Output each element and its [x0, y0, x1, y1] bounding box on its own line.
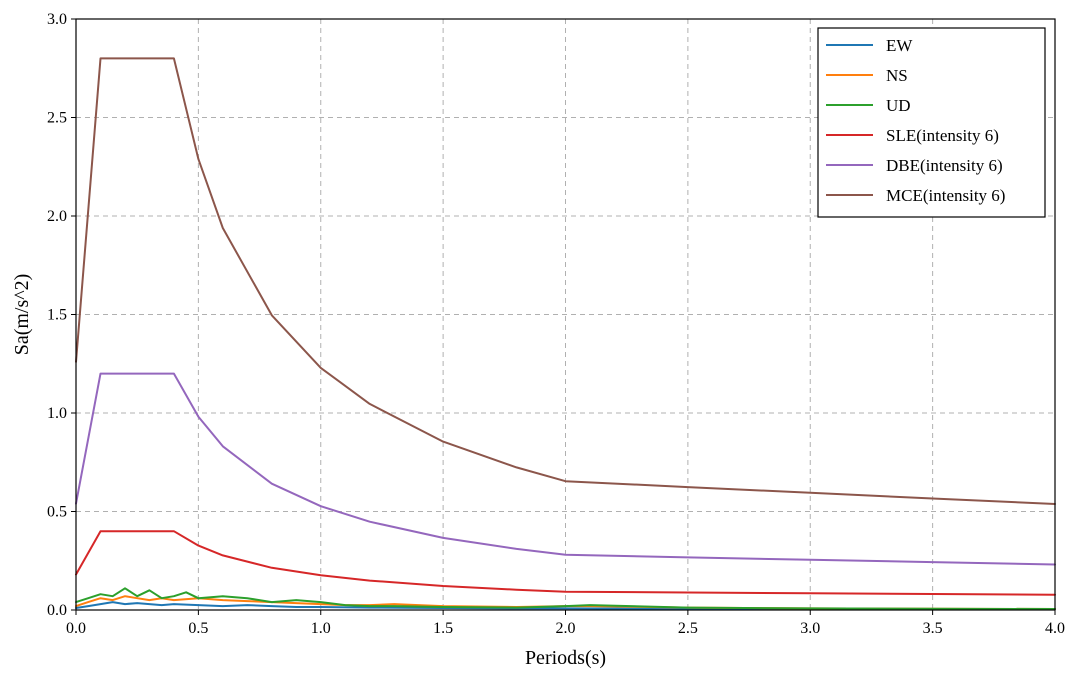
- x-tick-label: 2.0: [556, 620, 576, 637]
- x-tick-label: 3.0: [800, 620, 820, 637]
- series-line-ew: [75, 601, 1056, 611]
- series-layer: [75, 57, 1056, 611]
- y-tick-label: 3.0: [47, 11, 67, 28]
- legend-label: UD: [886, 96, 911, 115]
- y-tick-label: 2.5: [47, 110, 67, 127]
- legend-label: SLE(intensity 6): [886, 126, 999, 145]
- series-line-dbe-intensity-6: [75, 372, 1056, 566]
- legend-label: EW: [886, 36, 913, 55]
- y-tick-label: 0.5: [47, 504, 67, 521]
- x-tick-label: 1.0: [311, 620, 331, 637]
- x-tick-label: 2.5: [678, 620, 698, 637]
- y-tick-label: 1.5: [47, 307, 67, 324]
- x-tick-label: 0.5: [188, 620, 208, 637]
- series-line-ud: [75, 587, 1056, 610]
- legend-label: NS: [886, 66, 908, 85]
- series-line-mce-intensity-6: [75, 57, 1056, 505]
- x-tick-label: 0.0: [66, 620, 86, 637]
- legend-label: DBE(intensity 6): [886, 156, 1003, 175]
- tick-layer: 0.0 0.5 1.0 1.5 2.0 2.5 3.0 3.5 4.0 0.0 0.5 1.0 1.5 2…: [47, 11, 1065, 637]
- x-tick-label: 1.5: [433, 620, 453, 637]
- y-axis-title: Sa(m/s^2): [11, 274, 33, 356]
- legend-label: MCE(intensity 6): [886, 186, 1005, 205]
- x-axis-title: Periods(s): [525, 647, 606, 669]
- x-tick-label: 3.5: [923, 620, 943, 637]
- legend: EW NS UD SLE(intensity 6) DBE(intensity 6) MC…: [817, 27, 1046, 218]
- y-tick-label: 0.0: [47, 602, 67, 619]
- legend-box: [817, 27, 1046, 218]
- series-line-sle-intensity-6: [75, 530, 1056, 596]
- y-tick-label: 2.0: [47, 208, 67, 225]
- x-tick-label: 4.0: [1045, 620, 1065, 637]
- y-tick-label: 1.0: [47, 405, 67, 422]
